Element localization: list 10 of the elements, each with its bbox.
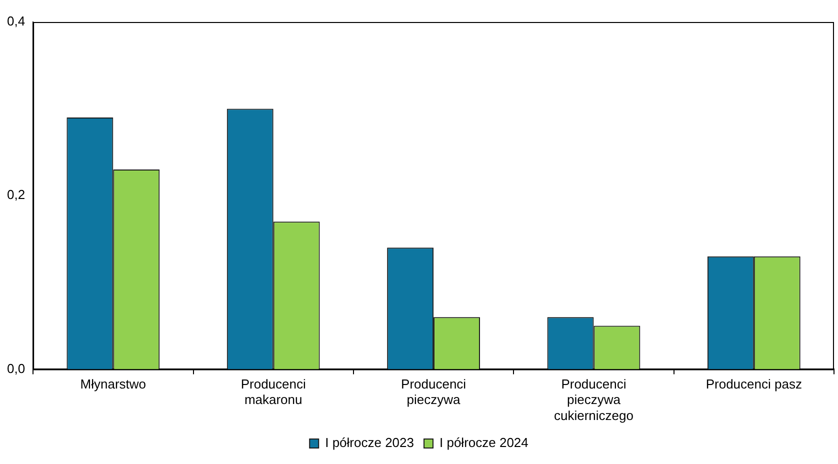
legend-label: I półrocze 2024 [440,435,528,450]
y-tick-label: 0,0 [6,360,26,376]
x-tick-label: Młynarstwo [80,376,146,392]
x-tick-label: Producenci pasz [706,376,802,392]
x-tick-label: Producenci pieczywa cukierniczego [554,376,634,423]
legend-label: I półrocze 2023 [325,435,414,450]
x-tick-label: Producenci pieczywa [401,376,466,408]
y-tick-label: 0,2 [6,187,26,202]
y-tick-label: 0,4 [6,14,26,29]
x-tick-label: Producenci makaronu [240,376,306,408]
